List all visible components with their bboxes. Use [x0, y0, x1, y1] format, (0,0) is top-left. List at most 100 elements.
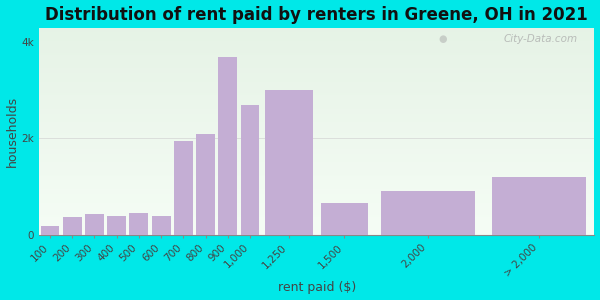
Bar [39, 64, 595, 65]
Bar [39, 137, 595, 139]
Bar [39, 149, 595, 150]
Bar [39, 36, 595, 37]
Bar [39, 179, 595, 180]
Bar [39, 142, 595, 144]
Bar [39, 117, 595, 118]
Bar [39, 79, 595, 80]
Bar [39, 129, 595, 130]
Bar [39, 70, 595, 71]
Bar [39, 140, 595, 141]
Bar [39, 181, 595, 182]
Bar [39, 32, 595, 33]
Bar [39, 100, 595, 101]
Bar [39, 116, 595, 117]
Bar [39, 52, 595, 53]
Bar [39, 152, 595, 153]
Bar [39, 103, 595, 104]
Bar [130, 213, 148, 235]
Bar [39, 211, 595, 212]
Bar [39, 132, 595, 133]
Bar [39, 101, 595, 102]
Bar [39, 92, 595, 93]
Bar [39, 178, 595, 179]
Bar [39, 224, 595, 225]
Bar [39, 60, 595, 61]
Bar [39, 164, 595, 165]
Bar [39, 86, 595, 87]
Bar [39, 29, 595, 30]
Bar [39, 156, 595, 157]
Bar [39, 134, 595, 135]
Bar [39, 96, 595, 97]
Bar [39, 82, 595, 83]
Bar [39, 204, 595, 205]
Bar [39, 139, 595, 140]
Bar [39, 128, 595, 129]
Bar [39, 28, 595, 29]
Bar [39, 187, 595, 188]
Bar [39, 188, 595, 189]
Bar [39, 62, 595, 63]
Bar [39, 177, 595, 178]
Bar [39, 192, 595, 193]
Bar [39, 207, 595, 208]
Bar [218, 57, 237, 235]
Bar [39, 158, 595, 159]
Bar [39, 107, 595, 109]
Bar [39, 205, 595, 206]
Bar [39, 222, 595, 223]
Bar [39, 226, 595, 227]
Bar [39, 169, 595, 170]
Bar [39, 76, 595, 77]
Bar [39, 172, 595, 174]
Bar [39, 135, 595, 136]
Bar [39, 218, 595, 219]
Bar [39, 169, 595, 170]
Bar [39, 190, 595, 191]
Bar [39, 59, 595, 60]
Bar [39, 65, 595, 66]
Bar [39, 35, 595, 36]
Bar [39, 111, 595, 112]
Bar [39, 39, 595, 40]
Bar [39, 206, 595, 207]
Bar [39, 69, 595, 70]
Bar [39, 80, 595, 81]
Bar [39, 136, 595, 137]
Bar [39, 68, 595, 69]
Bar [39, 55, 595, 56]
Bar [39, 125, 595, 126]
Bar [107, 216, 126, 235]
Bar [39, 155, 595, 156]
Text: City-Data.com: City-Data.com [503, 34, 578, 44]
X-axis label: rent paid ($): rent paid ($) [278, 281, 356, 294]
Bar [39, 150, 595, 151]
Bar [241, 105, 259, 235]
Bar [174, 141, 193, 235]
Bar [39, 91, 595, 92]
Bar [39, 157, 595, 158]
Bar [39, 88, 595, 89]
Bar [39, 30, 595, 31]
Bar [39, 202, 595, 204]
Bar [85, 214, 104, 235]
Bar [39, 102, 595, 103]
Bar [39, 196, 595, 197]
Bar [39, 213, 595, 214]
Bar [39, 210, 595, 211]
Y-axis label: households: households [5, 96, 19, 167]
Bar [39, 110, 595, 111]
Bar [39, 176, 595, 177]
Bar [39, 232, 595, 234]
Bar [39, 133, 595, 134]
Bar [39, 94, 595, 95]
Bar [39, 114, 595, 115]
Bar [39, 77, 595, 79]
Bar [39, 144, 595, 145]
Bar [265, 90, 313, 235]
Bar [39, 202, 595, 203]
Bar [39, 49, 595, 50]
Bar [39, 120, 595, 121]
Bar [39, 217, 595, 218]
Bar [39, 151, 595, 152]
